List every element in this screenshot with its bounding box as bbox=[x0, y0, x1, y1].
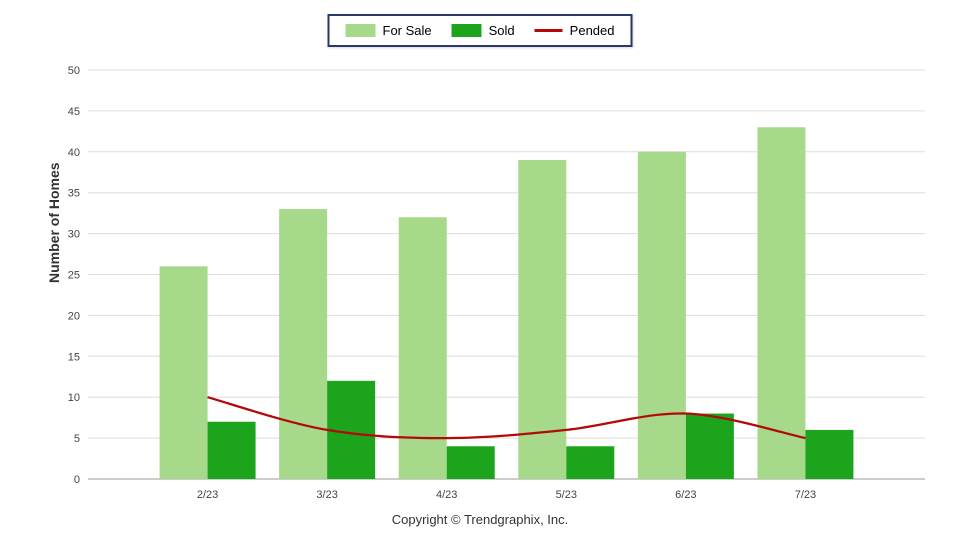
y-tick-label: 45 bbox=[68, 106, 80, 118]
pended-line-swatch bbox=[534, 29, 563, 32]
legend-label-sold: Sold bbox=[488, 23, 515, 38]
y-tick-label: 15 bbox=[68, 351, 80, 363]
bar-sold bbox=[685, 413, 734, 479]
x-tick-label: 7/23 bbox=[795, 489, 816, 501]
y-tick-label: 0 bbox=[74, 474, 80, 486]
legend-item-sold: Sold bbox=[451, 23, 515, 38]
y-tick-label: 35 bbox=[68, 188, 80, 200]
legend-label-for-sale: For Sale bbox=[382, 23, 432, 38]
y-tick-label: 5 bbox=[74, 433, 80, 445]
x-tick-label: 6/23 bbox=[675, 489, 696, 501]
bar-for-sale bbox=[279, 209, 328, 479]
y-tick-label: 25 bbox=[68, 270, 80, 282]
bar-for-sale bbox=[637, 151, 686, 480]
y-tick-label: 20 bbox=[68, 310, 80, 322]
bar-sold bbox=[805, 429, 854, 479]
bar-for-sale bbox=[518, 159, 567, 480]
y-tick-label: 50 bbox=[68, 65, 80, 77]
y-tick-label: 40 bbox=[68, 147, 80, 159]
x-tick-label: 5/23 bbox=[556, 489, 577, 501]
bar-sold bbox=[446, 446, 495, 479]
y-axis-title: Number of Homes bbox=[46, 162, 62, 283]
legend: For Sale Sold Pended bbox=[327, 14, 633, 47]
legend-item-pended: Pended bbox=[534, 23, 615, 38]
bar-for-sale bbox=[159, 266, 208, 479]
x-tick-label: 4/23 bbox=[436, 489, 457, 501]
for-sale-swatch bbox=[345, 24, 376, 37]
bar-for-sale bbox=[757, 127, 806, 479]
x-tick-label: 3/23 bbox=[316, 489, 337, 501]
legend-item-for-sale: For Sale bbox=[345, 23, 432, 38]
y-tick-label: 10 bbox=[68, 392, 80, 404]
bar-for-sale bbox=[398, 217, 447, 480]
pended-line bbox=[207, 396, 806, 440]
bar-sold bbox=[207, 421, 256, 479]
bar-sold bbox=[566, 446, 615, 479]
copyright-text: Copyright © Trendgraphix, Inc. bbox=[391, 512, 569, 527]
x-tick-label: 2/23 bbox=[197, 489, 218, 501]
legend-label-pended: Pended bbox=[569, 23, 615, 38]
bar-sold bbox=[327, 380, 376, 479]
y-tick-label: 30 bbox=[68, 229, 80, 241]
sold-swatch bbox=[451, 24, 482, 37]
